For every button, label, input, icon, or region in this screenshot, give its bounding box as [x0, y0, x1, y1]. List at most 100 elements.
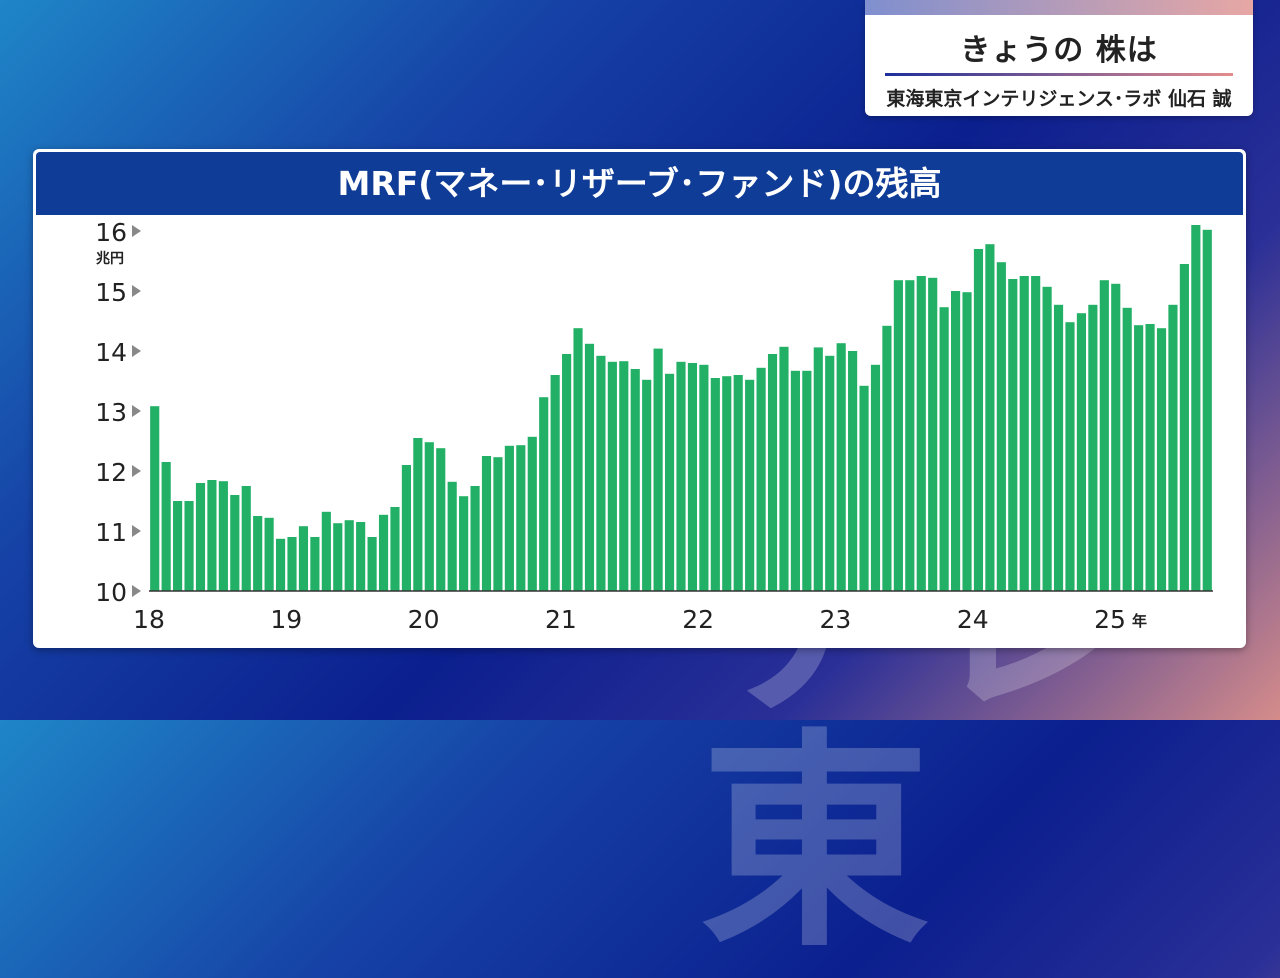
x-tick-label: 19: [270, 605, 302, 634]
y-tick-label: 15: [95, 278, 127, 307]
bar: [436, 448, 446, 591]
bar: [344, 520, 354, 591]
bar: [424, 442, 434, 591]
bar: [195, 483, 206, 591]
bar: [310, 537, 320, 591]
y-unit-label: 兆円: [96, 251, 124, 267]
bar: [802, 370, 812, 591]
bar: [905, 280, 915, 591]
bar: [973, 249, 984, 591]
bar: [356, 522, 366, 591]
bar: [653, 348, 663, 591]
bar: [1202, 229, 1212, 592]
bar: [1076, 313, 1086, 591]
x-tick-label: 23: [820, 605, 852, 634]
bar: [1168, 304, 1178, 591]
bar: [882, 325, 892, 591]
y-tick-marker: [132, 465, 141, 477]
bar: [1088, 304, 1098, 591]
badge-divider: [885, 73, 1233, 76]
bar: [275, 538, 286, 591]
bar: [813, 347, 823, 591]
bar: [916, 276, 926, 591]
program-badge: きょうの 株は 東海東京インテリジェンス･ラボ 仙石 誠: [865, 0, 1253, 116]
bar: [893, 280, 903, 591]
bar: [859, 385, 869, 591]
bar-chart: 10 11 12 13 14 15 16 兆円 18 19 20 21 22 23 24 25 年: [95, 218, 1213, 634]
bar: [333, 523, 343, 591]
bar: [516, 445, 526, 591]
bar: [527, 436, 537, 591]
y-tick-label: 10: [95, 578, 127, 607]
bar: [298, 526, 309, 591]
bar: [1053, 304, 1064, 591]
bar: [1134, 325, 1144, 591]
bar: [321, 511, 331, 591]
y-tick-label: 14: [95, 338, 127, 367]
bar: [161, 462, 171, 591]
badge-accent-bar: [865, 0, 1253, 15]
bar: [996, 262, 1006, 591]
y-tick-marker: [132, 345, 141, 357]
bar: [607, 361, 617, 591]
y-tick-marker: [132, 585, 141, 597]
bar: [1031, 276, 1041, 591]
y-tick-marker: [132, 285, 141, 297]
bar: [1008, 279, 1018, 591]
bar: [1019, 276, 1029, 591]
bar: [687, 363, 698, 591]
bar: [928, 277, 938, 591]
bar: [401, 465, 411, 591]
bar: [584, 343, 595, 591]
bar: [848, 351, 858, 591]
bar: [378, 514, 389, 591]
bar: [539, 397, 549, 591]
bar: [390, 507, 400, 591]
bar: [562, 354, 572, 591]
bar: [836, 343, 846, 591]
x-tick-label: 25: [1094, 605, 1126, 634]
y-tick-label: 16: [95, 218, 127, 247]
y-tick-marker: [132, 525, 141, 537]
bar: [779, 346, 789, 591]
bar: [413, 438, 423, 591]
bar: [870, 364, 881, 591]
bar: [642, 379, 652, 591]
bar: [596, 355, 606, 591]
y-tick-marker: [132, 405, 141, 417]
badge-subtitle: 東海東京インテリジェンス･ラボ 仙石 誠: [886, 88, 1232, 110]
y-tick-label: 13: [95, 398, 127, 427]
bar: [550, 375, 560, 591]
bar: [150, 406, 160, 591]
bar: [733, 375, 743, 591]
bar: [664, 373, 675, 591]
bar: [1179, 264, 1189, 591]
bar: [1111, 283, 1121, 591]
bar: [1122, 307, 1132, 591]
x-tick-label: 18: [133, 605, 165, 634]
bar: [367, 537, 377, 591]
bar: [939, 307, 949, 591]
bar: [962, 292, 972, 591]
bar: [710, 378, 720, 591]
bar: [767, 354, 778, 591]
bar: [264, 517, 274, 591]
chart-header: MRF(マネー･リザーブ･ファンド)の残高: [36, 152, 1243, 215]
x-tick-label: 22: [682, 605, 714, 634]
bar: [1156, 328, 1167, 591]
bar: [790, 370, 800, 591]
bar: [573, 328, 583, 591]
x-tick-label: 20: [408, 605, 440, 634]
bar: [722, 376, 732, 591]
bar: [1065, 322, 1075, 591]
bar: [951, 291, 961, 591]
bar: [745, 379, 755, 591]
bar: [493, 457, 503, 591]
y-tick-label: 12: [95, 458, 127, 487]
bar: [1191, 225, 1201, 591]
chart-title: MRF(マネー･リザーブ･ファンド)の残高: [337, 164, 942, 203]
bar: [481, 456, 492, 591]
bar: [1099, 280, 1109, 591]
bar: [699, 364, 709, 591]
bar: [459, 496, 469, 591]
